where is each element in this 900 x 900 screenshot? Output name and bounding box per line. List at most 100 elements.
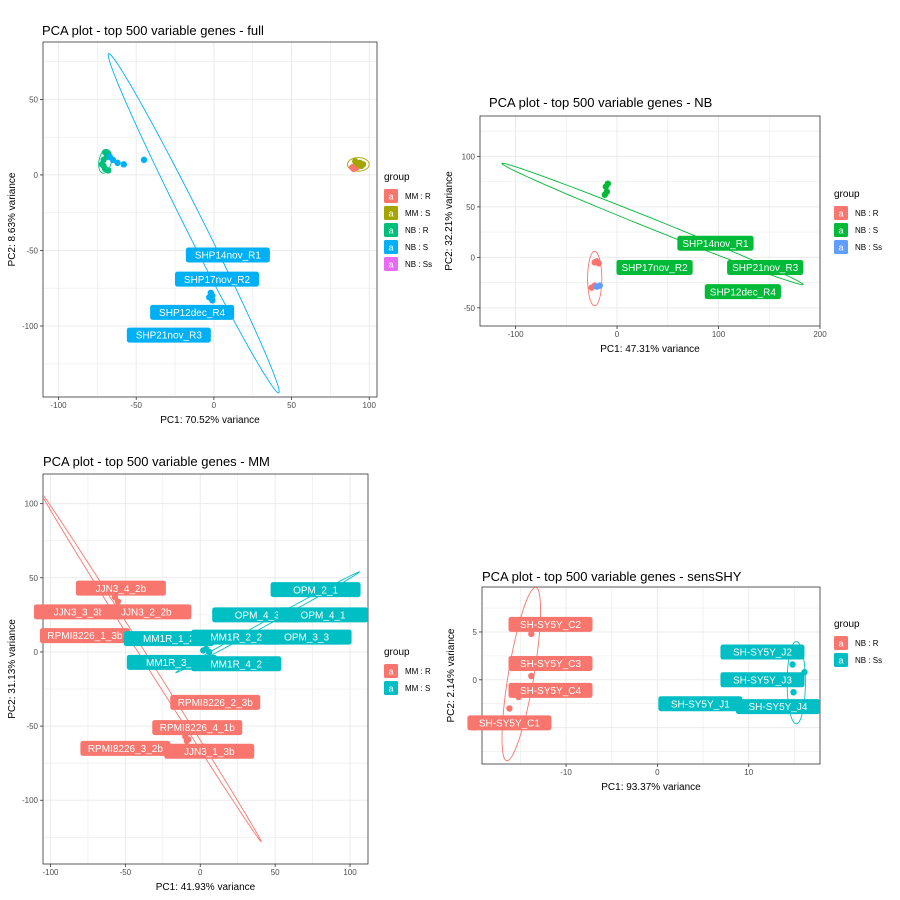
sample-label-box bbox=[164, 743, 255, 759]
sample-label-box bbox=[150, 304, 235, 320]
sample-label-text: RPMI8226_1_3b bbox=[47, 631, 122, 642]
sample-label-box bbox=[508, 656, 593, 672]
legend-item-label: NB : R bbox=[855, 639, 879, 648]
sample-label-text: JJN3_4_2b bbox=[96, 584, 147, 595]
data-point bbox=[359, 161, 367, 168]
sample-label-text: MM1R_3_1 bbox=[146, 658, 198, 669]
legend-item-label: NB : Ss bbox=[855, 656, 882, 665]
sample-label: JJN3_4_2b bbox=[75, 580, 166, 596]
y-axis-title: PC2: 8.63% variance bbox=[7, 172, 18, 266]
sample-label: SHP12dec_R4 bbox=[704, 284, 781, 300]
sample-label-box bbox=[508, 682, 593, 698]
data-point bbox=[100, 162, 107, 170]
x-tick-label: -100 bbox=[42, 868, 59, 877]
legend: group a MM : R a MM : S bbox=[384, 647, 431, 695]
x-tick-label: 0 bbox=[655, 768, 660, 777]
chart-title: PCA plot - top 500 variable genes - full bbox=[42, 23, 264, 38]
sample-label: SHP14nov_R1 bbox=[185, 247, 270, 263]
y-tick-label: 50 bbox=[466, 203, 475, 212]
sample-label-box bbox=[101, 604, 192, 620]
sample-label-text: SH-SY5Y_C2 bbox=[520, 620, 582, 631]
sample-label: MM1R_2_2 bbox=[191, 629, 282, 645]
sample-label-box bbox=[126, 327, 211, 343]
x-tick-label: 100 bbox=[343, 868, 357, 877]
data-point bbox=[596, 282, 603, 289]
data-point bbox=[595, 260, 602, 267]
sample-label: SHP21nov_R3 bbox=[126, 327, 211, 343]
legend-key bbox=[834, 653, 848, 667]
sample-label-text: SH-SY5Y_C4 bbox=[520, 686, 582, 697]
legend-key-glyph: a bbox=[838, 656, 843, 666]
sample-label-box bbox=[616, 259, 693, 275]
sample-label-box bbox=[658, 696, 743, 712]
legend-key bbox=[384, 223, 398, 237]
x-axis-title: PC1: 41.93% variance bbox=[156, 882, 256, 893]
sample-label: OPM_4_1 bbox=[278, 607, 369, 623]
sample-label-box bbox=[720, 644, 805, 660]
sample-label-box bbox=[467, 715, 552, 731]
sample-label-box bbox=[261, 629, 352, 645]
data-point bbox=[352, 158, 359, 165]
sample-label: RPMI8226_4_1b bbox=[152, 720, 243, 736]
sample-label: SHP12dec_R4 bbox=[150, 304, 235, 320]
sample-label: JJN3_1_3b bbox=[164, 743, 255, 759]
x-tick-label: -10 bbox=[560, 768, 572, 777]
sample-label-text: SHP17nov_R2 bbox=[621, 263, 688, 274]
x-tick-label: -50 bbox=[120, 868, 132, 877]
legend-key bbox=[384, 664, 398, 678]
data-point bbox=[506, 705, 513, 712]
y-tick-label: 100 bbox=[462, 152, 476, 161]
legend-key bbox=[834, 206, 848, 220]
sample-label: SH-SY5Y_C2 bbox=[508, 616, 593, 632]
y-tick-label: -50 bbox=[26, 722, 38, 731]
legend-key bbox=[384, 681, 398, 695]
data-point bbox=[789, 661, 796, 668]
x-axis-title: PC1: 93.37% variance bbox=[601, 782, 701, 793]
legend-item-label: MM : S bbox=[405, 684, 430, 693]
legend-key bbox=[834, 240, 848, 254]
plot-area bbox=[43, 42, 377, 397]
sample-label-text: RPMI8226_3_2b bbox=[88, 744, 163, 755]
sample-label-text: SHP14nov_R1 bbox=[682, 239, 749, 250]
data-point bbox=[603, 188, 611, 195]
pca-panel-2: -100 0 100 200 -50 0 50 100 PCA plot - top 500 v… bbox=[444, 95, 882, 355]
sample-label: SHP14nov_R1 bbox=[677, 235, 754, 251]
sample-label: SH-SY5Y_C3 bbox=[508, 656, 593, 672]
sample-label-box bbox=[185, 247, 270, 263]
sample-label: SH-SY5Y_J2 bbox=[720, 644, 805, 660]
legend-key-glyph: a bbox=[388, 192, 393, 202]
y-tick-label: 50 bbox=[29, 574, 38, 583]
data-point bbox=[183, 737, 190, 745]
sample-label-text: JJN3_2_2b bbox=[121, 608, 172, 619]
sample-label: SHP21nov_R3 bbox=[727, 259, 804, 275]
legend-item-label: MM : S bbox=[405, 209, 430, 218]
legend-key-glyph: a bbox=[838, 243, 843, 253]
sample-label-text: JJN3_3_3b bbox=[54, 608, 105, 619]
sample-label-box bbox=[174, 271, 259, 287]
x-tick-label: 10 bbox=[744, 768, 753, 777]
sample-label-text: SHP14nov_R1 bbox=[195, 251, 262, 262]
sample-label-box bbox=[677, 235, 754, 251]
x-tick-label: 0 bbox=[198, 868, 203, 877]
sample-label-box bbox=[80, 740, 171, 756]
legend-item-label: MM : R bbox=[405, 192, 431, 201]
sample-label: RPMI8226_2_3b bbox=[170, 694, 261, 710]
x-axis-title: PC1: 47.31% variance bbox=[600, 344, 700, 355]
legend-key-glyph: a bbox=[388, 667, 393, 677]
data-point bbox=[109, 156, 117, 164]
legend-key bbox=[384, 257, 398, 271]
legend-title: group bbox=[384, 172, 410, 183]
sample-label-text: SHP12dec_R4 bbox=[710, 287, 777, 298]
sample-label: SH-SY5Y_C4 bbox=[508, 682, 593, 698]
sample-label-text: JJN3_1_3b bbox=[184, 747, 235, 758]
sample-label-box bbox=[170, 694, 261, 710]
sample-label: JJN3_2_2b bbox=[101, 604, 192, 620]
legend-key-glyph: a bbox=[838, 639, 843, 649]
legend: group a NB : R a NB : Ss bbox=[834, 619, 882, 667]
x-tick-label: 0 bbox=[212, 401, 217, 410]
legend-item-label: NB : S bbox=[405, 243, 428, 252]
sample-label-box bbox=[278, 607, 369, 623]
sample-label-box bbox=[270, 582, 361, 598]
chart-title: PCA plot - top 500 variable genes - sens… bbox=[482, 569, 742, 584]
x-axis-title: PC1: 70.52% variance bbox=[160, 415, 260, 426]
